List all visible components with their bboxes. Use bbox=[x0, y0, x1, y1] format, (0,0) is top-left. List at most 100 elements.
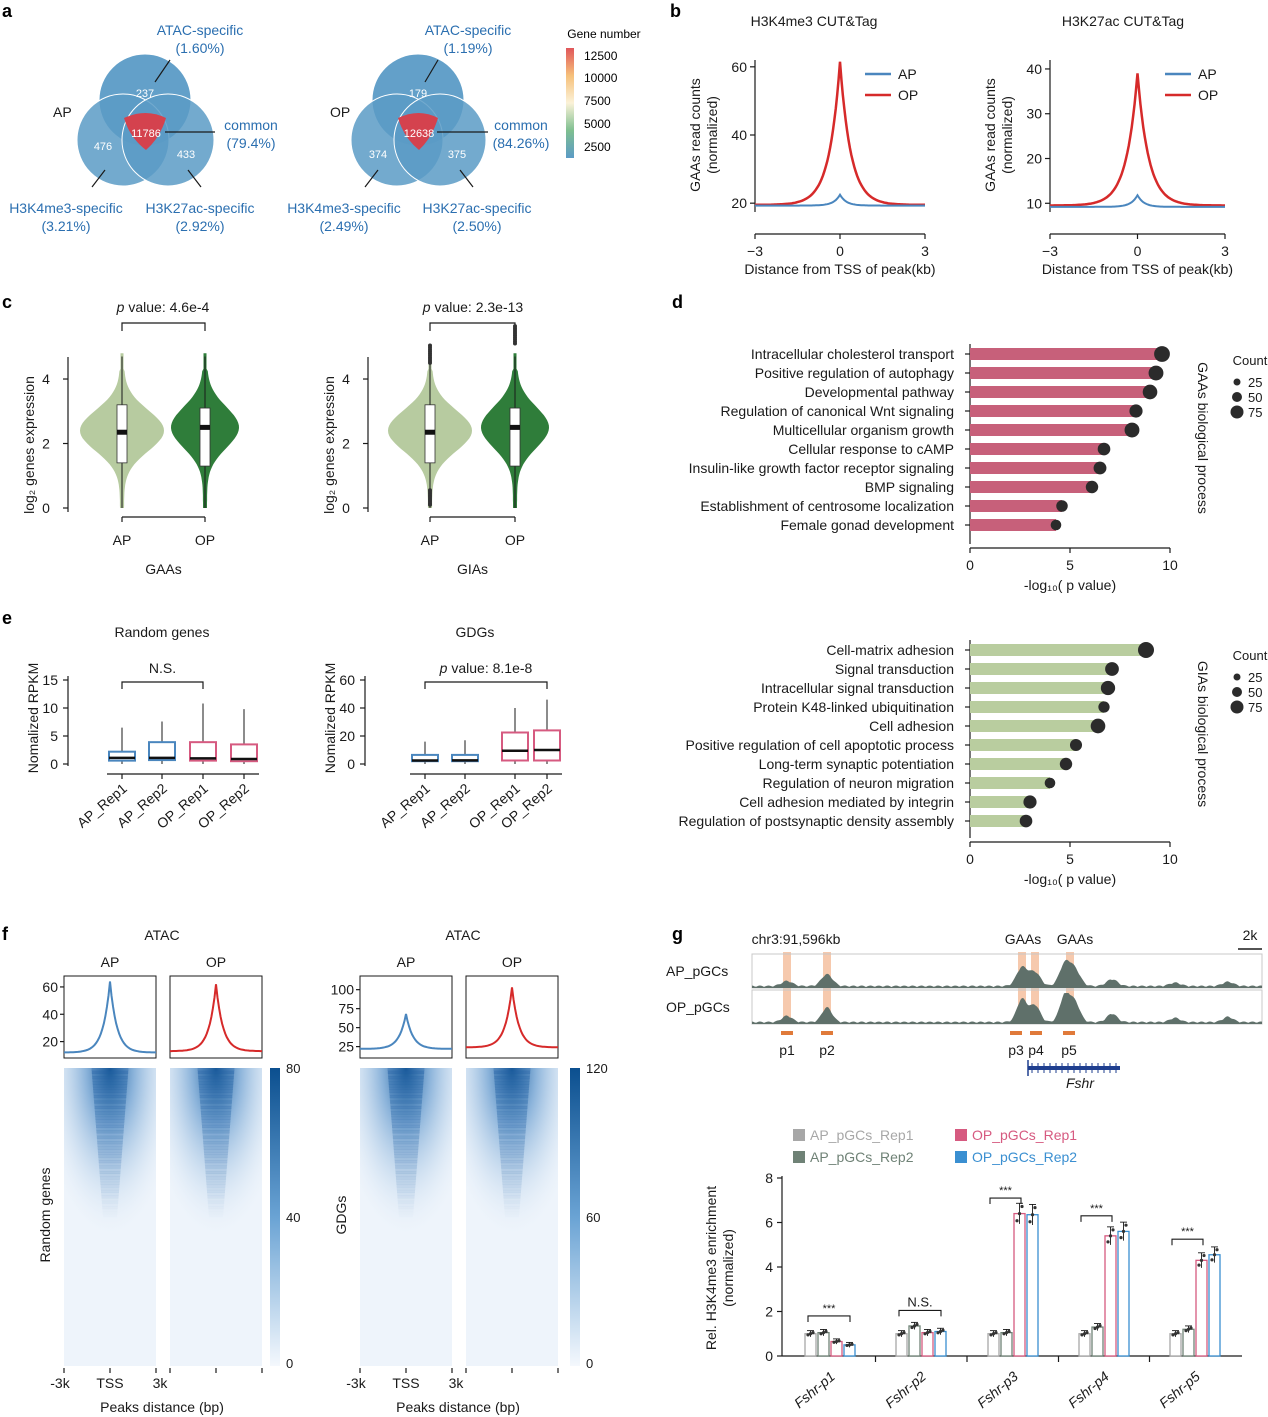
heatmap-row bbox=[206, 1184, 226, 1188]
heatmap-row bbox=[501, 1165, 523, 1169]
heatmap-row bbox=[505, 1236, 519, 1239]
go-bar bbox=[970, 701, 1104, 713]
y-tick-label: 100 bbox=[331, 982, 355, 998]
colorbar-tick: 40 bbox=[286, 1210, 300, 1225]
outlier-point bbox=[428, 343, 432, 348]
go-bar bbox=[970, 481, 1092, 493]
venn-left-count: 476 bbox=[94, 141, 112, 153]
go-count-dot bbox=[1044, 777, 1056, 789]
heatmap-row bbox=[209, 1274, 223, 1277]
replicate-point bbox=[915, 1322, 919, 1327]
heatmap-row bbox=[209, 1247, 223, 1250]
heatmap-row bbox=[495, 1095, 529, 1099]
go-term-label: Long-term synaptic potentiation bbox=[759, 756, 954, 772]
heatmap-colorbar bbox=[270, 1068, 280, 1366]
box bbox=[108, 750, 136, 762]
legend-swatch bbox=[793, 1151, 805, 1163]
heatmap-row bbox=[209, 1296, 223, 1299]
heatmap-row bbox=[399, 1293, 413, 1296]
heatmap-row bbox=[102, 1209, 117, 1212]
heatmap-row bbox=[103, 1277, 117, 1280]
venn-common-region bbox=[398, 113, 438, 150]
panel-letter-d: d bbox=[672, 292, 683, 312]
gaa-label: GAAs bbox=[1005, 931, 1042, 947]
go-term-label: Regulation of neuron migration bbox=[763, 775, 954, 791]
count-legend-dot bbox=[1232, 687, 1242, 697]
venn-common-label: common bbox=[494, 117, 548, 133]
heatmap-row bbox=[399, 1317, 413, 1320]
heatmap-row bbox=[209, 1344, 223, 1347]
profile-frame bbox=[169, 975, 263, 1059]
heatmap-row bbox=[199, 1097, 233, 1101]
go-term-label: Establishment of centrosome localization bbox=[700, 498, 954, 514]
replicate-point bbox=[824, 1329, 828, 1334]
heatmap-title: ATAC bbox=[144, 927, 179, 943]
heatmap-row bbox=[396, 1187, 416, 1191]
heatmap-row bbox=[399, 1336, 413, 1339]
heatmap-row bbox=[505, 1325, 519, 1328]
heatmap-row bbox=[103, 1290, 117, 1293]
heatmap-row bbox=[209, 1333, 223, 1336]
venn-right-count: 433 bbox=[177, 149, 195, 161]
enrichment-bar bbox=[804, 1333, 817, 1357]
y-tick-label: 4 bbox=[765, 1259, 773, 1275]
go-term-label: Cell adhesion mediated by integrin bbox=[739, 794, 954, 810]
heatmap-row bbox=[96, 1135, 124, 1139]
heatmap-row bbox=[103, 1323, 117, 1326]
heatmap-row bbox=[399, 1274, 413, 1277]
x-tick-label: 0 bbox=[836, 243, 844, 259]
gaa-label: GAAs bbox=[1057, 931, 1094, 947]
venn-circle-h3k27ac bbox=[393, 93, 487, 187]
heatmap-row bbox=[397, 1192, 415, 1196]
heatmap-row bbox=[505, 1258, 519, 1261]
heatmap-row bbox=[389, 1097, 423, 1101]
go-bar bbox=[970, 500, 1062, 512]
heatmap-row bbox=[399, 1244, 413, 1247]
go-count-dot bbox=[1069, 738, 1083, 752]
heatmap-row bbox=[103, 1222, 117, 1225]
heatmap-signal bbox=[170, 1068, 262, 1292]
go-count-dot bbox=[1105, 662, 1119, 676]
heatmap-row bbox=[209, 1290, 223, 1293]
heatmap-row bbox=[399, 1266, 413, 1269]
x-tick-label: -3k bbox=[50, 1375, 70, 1391]
heatmap-row bbox=[101, 1200, 119, 1204]
heatmap-row bbox=[505, 1268, 519, 1271]
heatmap-row bbox=[399, 1287, 413, 1290]
heatmap-row bbox=[496, 1103, 528, 1107]
heatmap-row bbox=[103, 1241, 117, 1244]
heatmap-row bbox=[94, 1111, 126, 1115]
go-bar bbox=[970, 796, 1030, 808]
y-tick-label: 2 bbox=[42, 436, 50, 452]
heatmap-row bbox=[209, 1328, 223, 1331]
heatmap-row bbox=[94, 1108, 126, 1112]
heatmap-row bbox=[399, 1214, 413, 1217]
heatmap-row bbox=[197, 1068, 235, 1072]
genome-tracks: chr3:91,596kb 2k GAAs GAAs AP_pGCs OP_pGCs p1 p… bbox=[666, 927, 1263, 1091]
colorbar-gradient bbox=[566, 48, 574, 158]
x-tick-label: Fshr-p2 bbox=[882, 1368, 929, 1411]
heatmap-row bbox=[96, 1130, 124, 1134]
heatmap-row bbox=[495, 1092, 529, 1096]
heatmap-row bbox=[100, 1184, 120, 1188]
heatmap-row bbox=[209, 1241, 223, 1244]
heatmap-row bbox=[399, 1268, 413, 1271]
heatmap-row bbox=[103, 1252, 117, 1255]
heatmap-row bbox=[209, 1285, 223, 1288]
replicate-point bbox=[845, 1343, 849, 1348]
ap-profile-line bbox=[1050, 193, 1225, 208]
x-tick-label: AP bbox=[421, 532, 440, 548]
replicate-point bbox=[808, 1332, 813, 1336]
heatmap-row bbox=[103, 1320, 117, 1323]
count-legend-dot bbox=[1232, 392, 1242, 402]
legend-op-label: OP bbox=[1198, 87, 1218, 103]
replicate-point bbox=[1030, 1213, 1035, 1217]
count-legend-value: 75 bbox=[1248, 405, 1262, 420]
go-side-label: GAAs biological process bbox=[1195, 362, 1211, 514]
heatmap-row bbox=[505, 1271, 519, 1274]
heatmap-row bbox=[395, 1176, 417, 1180]
x-axis-label: Distance from TSS of peak(kb) bbox=[744, 261, 935, 277]
heatmap-row bbox=[92, 1078, 128, 1082]
heatmap-row bbox=[103, 1231, 117, 1234]
